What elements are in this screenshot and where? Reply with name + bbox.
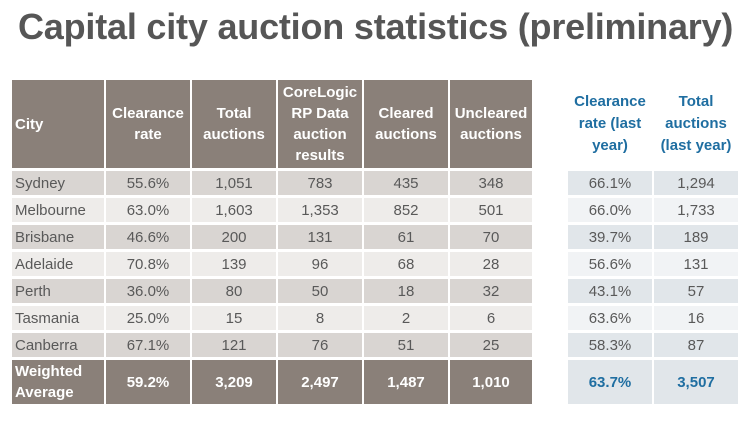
table-row-brisbane: Brisbane 46.6% 200 131 61 70 — [12, 225, 532, 249]
last-year-table: Clearance rate (last year) Total auction… — [566, 77, 740, 407]
table-row-melbourne-last-year: 66.0% 1,733 — [568, 198, 738, 222]
cell-clearance-rate: 67.1% — [106, 333, 190, 357]
cell-clearance-rate: 63.0% — [106, 198, 190, 222]
cell-clearance-rate-last-year: 39.7% — [568, 225, 652, 249]
cell-clearance-rate-last-year: 43.1% — [568, 279, 652, 303]
cell-total-auctions-last-year: 57 — [654, 279, 738, 303]
cell-total-auctions-last-year: 131 — [654, 252, 738, 276]
cell-uncleared: 70 — [450, 225, 532, 249]
cell-city: Canberra — [12, 333, 104, 357]
table-row-tasmania-last-year: 63.6% 16 — [568, 306, 738, 330]
page-title: Capital city auction statistics (prelimi… — [18, 6, 734, 47]
cell-clearance-rate: 55.6% — [106, 171, 190, 195]
cell-corelogic-results: 76 — [278, 333, 362, 357]
cell-clearance-rate: 36.0% — [106, 279, 190, 303]
cell-city: Tasmania — [12, 306, 104, 330]
avg-total-auctions: 3,209 — [192, 360, 276, 404]
cell-clearance-rate: 70.8% — [106, 252, 190, 276]
cell-total-auctions-last-year: 16 — [654, 306, 738, 330]
cell-total-auctions: 80 — [192, 279, 276, 303]
avg-uncleared: 1,010 — [450, 360, 532, 404]
cell-uncleared: 28 — [450, 252, 532, 276]
cell-cleared: 852 — [364, 198, 448, 222]
header-city: City — [12, 80, 104, 168]
header-cleared-auctions: Cleared auctions — [364, 80, 448, 168]
cell-clearance-rate-last-year: 63.6% — [568, 306, 652, 330]
header-uncleared-auctions: Uncleared auctions — [450, 80, 532, 168]
cell-clearance-rate-last-year: 56.6% — [568, 252, 652, 276]
cell-clearance-rate-last-year: 66.0% — [568, 198, 652, 222]
cell-corelogic-results: 783 — [278, 171, 362, 195]
header-row: City Clearance rate Total auctions CoreL… — [12, 80, 532, 168]
cell-corelogic-results: 1,353 — [278, 198, 362, 222]
table-row-melbourne: Melbourne 63.0% 1,603 1,353 852 501 — [12, 198, 532, 222]
cell-corelogic-results: 8 — [278, 306, 362, 330]
cell-cleared: 51 — [364, 333, 448, 357]
cell-city: Sydney — [12, 171, 104, 195]
avg-total-auctions-last-year: 3,507 — [654, 360, 738, 404]
cell-cleared: 18 — [364, 279, 448, 303]
cell-cleared: 2 — [364, 306, 448, 330]
table-row-adelaide: Adelaide 70.8% 139 96 68 28 — [12, 252, 532, 276]
table-row-adelaide-last-year: 56.6% 131 — [568, 252, 738, 276]
table-row-perth: Perth 36.0% 80 50 18 32 — [12, 279, 532, 303]
avg-clearance-rate-last-year: 63.7% — [568, 360, 652, 404]
avg-clearance-rate: 59.2% — [106, 360, 190, 404]
cell-city: Perth — [12, 279, 104, 303]
table-row-sydney-last-year: 66.1% 1,294 — [568, 171, 738, 195]
cell-uncleared: 25 — [450, 333, 532, 357]
cell-total-auctions: 139 — [192, 252, 276, 276]
table-row-sydney: Sydney 55.6% 1,051 783 435 348 — [12, 171, 532, 195]
table-row-perth-last-year: 43.1% 57 — [568, 279, 738, 303]
weighted-average-row-last-year: 63.7% 3,507 — [568, 360, 738, 404]
cell-city: Melbourne — [12, 198, 104, 222]
header-clearance-rate: Clearance rate — [106, 80, 190, 168]
avg-cleared: 1,487 — [364, 360, 448, 404]
cell-uncleared: 6 — [450, 306, 532, 330]
cell-cleared: 435 — [364, 171, 448, 195]
header-total-auctions: Total auctions — [192, 80, 276, 168]
cell-total-auctions: 121 — [192, 333, 276, 357]
cell-total-auctions-last-year: 1,733 — [654, 198, 738, 222]
cell-clearance-rate-last-year: 58.3% — [568, 333, 652, 357]
cell-total-auctions: 1,603 — [192, 198, 276, 222]
cell-city: Adelaide — [12, 252, 104, 276]
cell-cleared: 68 — [364, 252, 448, 276]
table-row-tasmania: Tasmania 25.0% 15 8 2 6 — [12, 306, 532, 330]
table-row-canberra: Canberra 67.1% 121 76 51 25 — [12, 333, 532, 357]
weighted-average-label: Weighted Average — [12, 360, 104, 404]
cell-total-auctions-last-year: 189 — [654, 225, 738, 249]
cell-total-auctions: 15 — [192, 306, 276, 330]
cell-corelogic-results: 96 — [278, 252, 362, 276]
table-row-canberra-last-year: 58.3% 87 — [568, 333, 738, 357]
cell-uncleared: 348 — [450, 171, 532, 195]
avg-corelogic-results: 2,497 — [278, 360, 362, 404]
cell-uncleared: 32 — [450, 279, 532, 303]
table-row-brisbane-last-year: 39.7% 189 — [568, 225, 738, 249]
last-year-header-row: Clearance rate (last year) Total auction… — [568, 80, 738, 168]
header-clearance-rate-last-year: Clearance rate (last year) — [568, 80, 652, 168]
cell-clearance-rate: 25.0% — [106, 306, 190, 330]
cell-total-auctions: 200 — [192, 225, 276, 249]
cell-corelogic-results: 50 — [278, 279, 362, 303]
cell-total-auctions-last-year: 1,294 — [654, 171, 738, 195]
cell-cleared: 61 — [364, 225, 448, 249]
cell-total-auctions-last-year: 87 — [654, 333, 738, 357]
weighted-average-row: Weighted Average 59.2% 3,209 2,497 1,487… — [12, 360, 532, 404]
header-total-auctions-last-year: Total auctions (last year) — [654, 80, 738, 168]
cell-uncleared: 501 — [450, 198, 532, 222]
cell-corelogic-results: 131 — [278, 225, 362, 249]
auction-stats-table: City Clearance rate Total auctions CoreL… — [10, 77, 534, 407]
cell-total-auctions: 1,051 — [192, 171, 276, 195]
cell-clearance-rate-last-year: 66.1% — [568, 171, 652, 195]
cell-clearance-rate: 46.6% — [106, 225, 190, 249]
header-corelogic-results: CoreLogic RP Data auction results — [278, 80, 362, 168]
cell-city: Brisbane — [12, 225, 104, 249]
